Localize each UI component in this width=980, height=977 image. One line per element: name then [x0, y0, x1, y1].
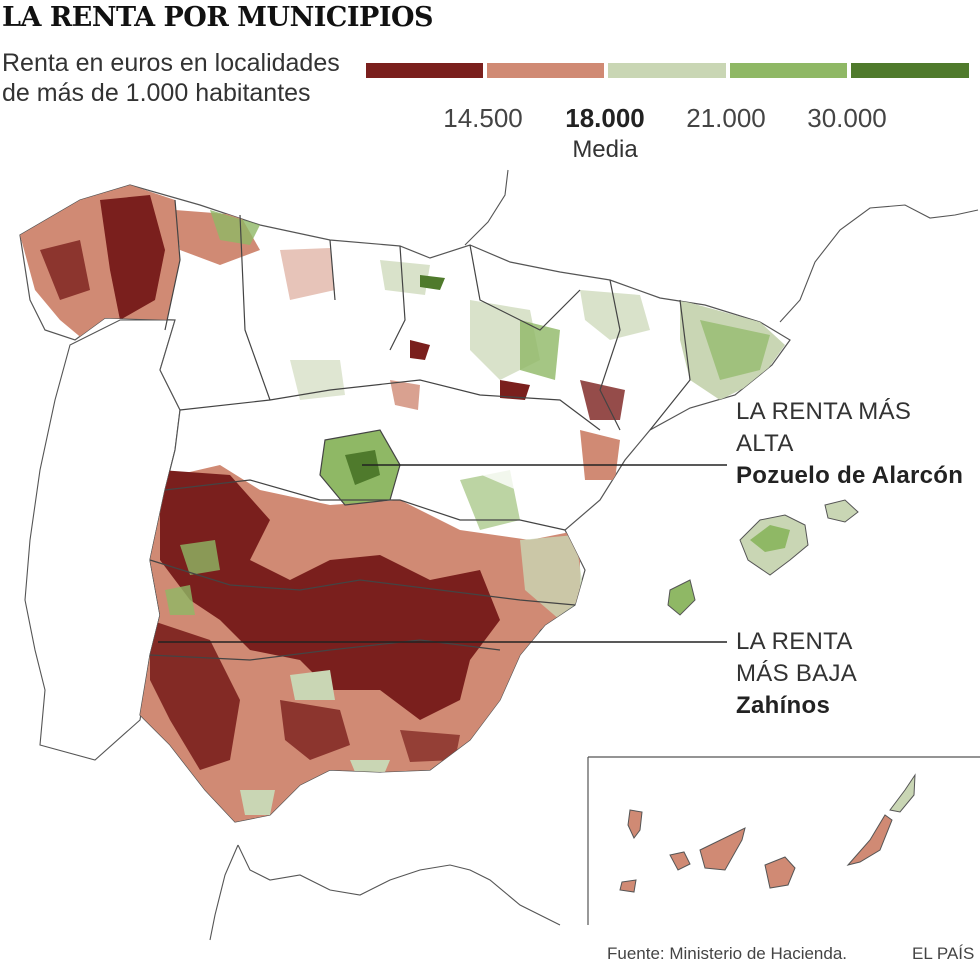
annotation-lowest-line2: MÁS BAJA [736, 660, 858, 687]
annotation-highest: LA RENTA MÁS ALTA Pozuelo de Alarcón [736, 396, 963, 492]
ibiza [667, 579, 696, 616]
legend-swatch-5 [851, 63, 969, 78]
legend-tick-3: 21.000 [686, 103, 766, 133]
region-borders [149, 199, 691, 661]
canary-gomera [669, 851, 691, 871]
france-coastline [464, 169, 509, 246]
annotation-highest-line1: LA RENTA MÁS [736, 398, 912, 425]
mallorca-detail [750, 525, 790, 552]
canarias-inset-frame [587, 756, 980, 925]
annotation-lowest: LA RENTA MÁS BAJA Zahínos [736, 626, 857, 722]
annotation-lowest-line1: LA RENTA [736, 628, 853, 655]
choropleth-fill [20, 185, 785, 822]
canary-fuerteventura [846, 814, 893, 866]
canary-hierro [619, 879, 637, 893]
legend-swatch-2 [487, 63, 604, 78]
map-title: LA RENTA POR MUNICIPIOS [2, 2, 433, 33]
legend-swatch-3 [608, 63, 726, 78]
footer-source: Fuente: Ministerio de Hacienda. [607, 944, 848, 963]
legend-swatch-4 [730, 63, 847, 78]
legend-media-label: Media [572, 136, 638, 163]
canary-lanzarote [889, 773, 916, 813]
canary-gran-canaria [764, 856, 796, 889]
canary-la-palma [627, 809, 643, 839]
legend-swatch-1 [366, 63, 483, 78]
africa-coast-west [209, 844, 239, 941]
annotation-highest-place: Pozuelo de Alarcón [736, 462, 964, 489]
africa-coastline [237, 844, 561, 926]
legend-tick-1: 14.500 [443, 103, 523, 133]
canary-tenerife [699, 827, 746, 871]
annotation-lowest-place: Zahínos [736, 692, 831, 719]
legend-tick-2: 18.000 [565, 103, 645, 133]
footer-brand: EL PAÍS [912, 944, 975, 963]
annotation-highest-line2: ALTA [736, 430, 794, 457]
menorca [824, 499, 859, 523]
france-border [779, 204, 979, 323]
map-subtitle: Renta en euros en localidades de más de … [2, 49, 340, 107]
legend-tick-4: 30.000 [807, 103, 887, 133]
